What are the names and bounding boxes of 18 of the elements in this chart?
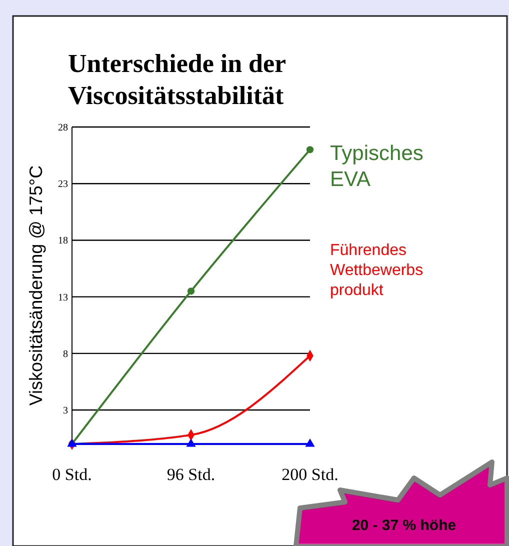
point (186, 438, 196, 447)
series-label: Typisches EVA (330, 142, 424, 191)
y-tick-label: 23 (58, 179, 68, 190)
x-tick-label: 200 Std. (282, 465, 338, 484)
point (187, 288, 195, 295)
x-tick-label: 0 Std. (52, 465, 92, 484)
y-tick-label: 8 (63, 348, 68, 360)
text: Führendes Wettbewerbs produkt (330, 242, 424, 299)
x-tick-label: 96 Std. (166, 465, 216, 484)
y-axis-title: Viskositätsänderung @ 175°C (26, 165, 46, 406)
y-tick-label: 18 (58, 236, 68, 247)
y-tick-label: 28 (58, 122, 68, 134)
text: 20 - 37 % höhe (352, 517, 456, 534)
y-tick-label: 3 (63, 406, 68, 417)
point (306, 146, 314, 154)
point (305, 438, 315, 447)
y-tick-label: 13 (58, 292, 68, 304)
chart-title: Unterschiede in der Viscositätsstabilität (68, 49, 286, 110)
